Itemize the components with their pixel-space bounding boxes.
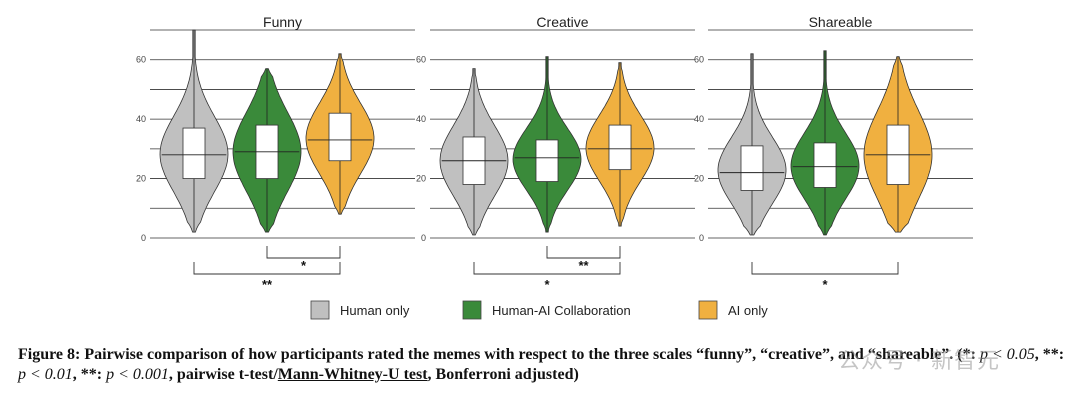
legend: Human only Human-AI Collaboration AI only	[310, 300, 768, 320]
significance-label: *	[544, 277, 550, 292]
iqr-box	[740, 145, 764, 191]
y-tick-label: 0	[141, 233, 146, 243]
panel-title: Funny	[263, 14, 302, 30]
iqr-box	[182, 127, 206, 179]
watermark: 公众号 · 新智元	[838, 349, 1000, 374]
y-tick-label: 0	[421, 233, 426, 243]
y-tick-label: 40	[694, 114, 704, 124]
caption-sep1: , **:	[1034, 346, 1065, 363]
significance-bracket	[751, 262, 899, 275]
legend-swatch-human-ai-collaboration	[462, 300, 482, 320]
significance-label: **	[578, 258, 589, 273]
caption-p01: p < 0.01	[18, 366, 73, 383]
caption-sep3: , pairwise t-test/	[168, 366, 278, 383]
iqr-box	[535, 139, 559, 182]
caption-sep2: , **:	[72, 366, 107, 383]
iqr-box	[813, 142, 837, 188]
y-tick-label: 60	[136, 55, 146, 65]
iqr-box	[328, 112, 352, 162]
significance-bracket	[546, 246, 621, 259]
caption-p05: p < 0.05	[979, 346, 1035, 363]
y-tick-label: 20	[694, 174, 704, 184]
legend-label: Human-AI Collaboration	[492, 303, 631, 318]
significance-bracket	[266, 246, 341, 259]
y-tick-label: 60	[416, 55, 426, 65]
caption-suffix: , Bonferroni adjusted)	[427, 366, 579, 383]
iqr-box	[608, 124, 632, 171]
violin-figure: Funny0204060***Creative0204060***Shareab…	[136, 14, 973, 320]
caption-mwu: Mann-Whitney-U test	[277, 366, 428, 383]
significance-label: *	[822, 277, 828, 292]
y-tick-label: 40	[136, 114, 146, 124]
legend-label: AI only	[728, 303, 768, 318]
y-tick-label: 0	[699, 233, 704, 243]
y-tick-label: 60	[694, 55, 704, 65]
panel-shareable: Shareable 0 20 40 60 *	[694, 14, 973, 292]
panel-title: Creative	[536, 14, 588, 30]
y-tick-label: 40	[416, 114, 426, 124]
significance-bracket	[473, 262, 621, 275]
caption-p001: p < 0.001	[106, 366, 169, 383]
significance-label: *	[301, 258, 307, 273]
caption-prefix: Figure 8: Pairwise comparison of how par…	[18, 346, 980, 363]
legend-swatch-human-only	[310, 300, 330, 320]
legend-swatch-ai-only	[698, 300, 718, 320]
panel-title: Shareable	[809, 14, 873, 30]
y-tick-label: 20	[136, 174, 146, 184]
significance-label: **	[262, 277, 273, 292]
y-tick-label: 20	[416, 174, 426, 184]
figure-caption: Figure 8: Pairwise comparison of how par…	[18, 345, 1068, 385]
legend-label: Human only	[340, 303, 410, 318]
significance-bracket	[193, 262, 341, 275]
